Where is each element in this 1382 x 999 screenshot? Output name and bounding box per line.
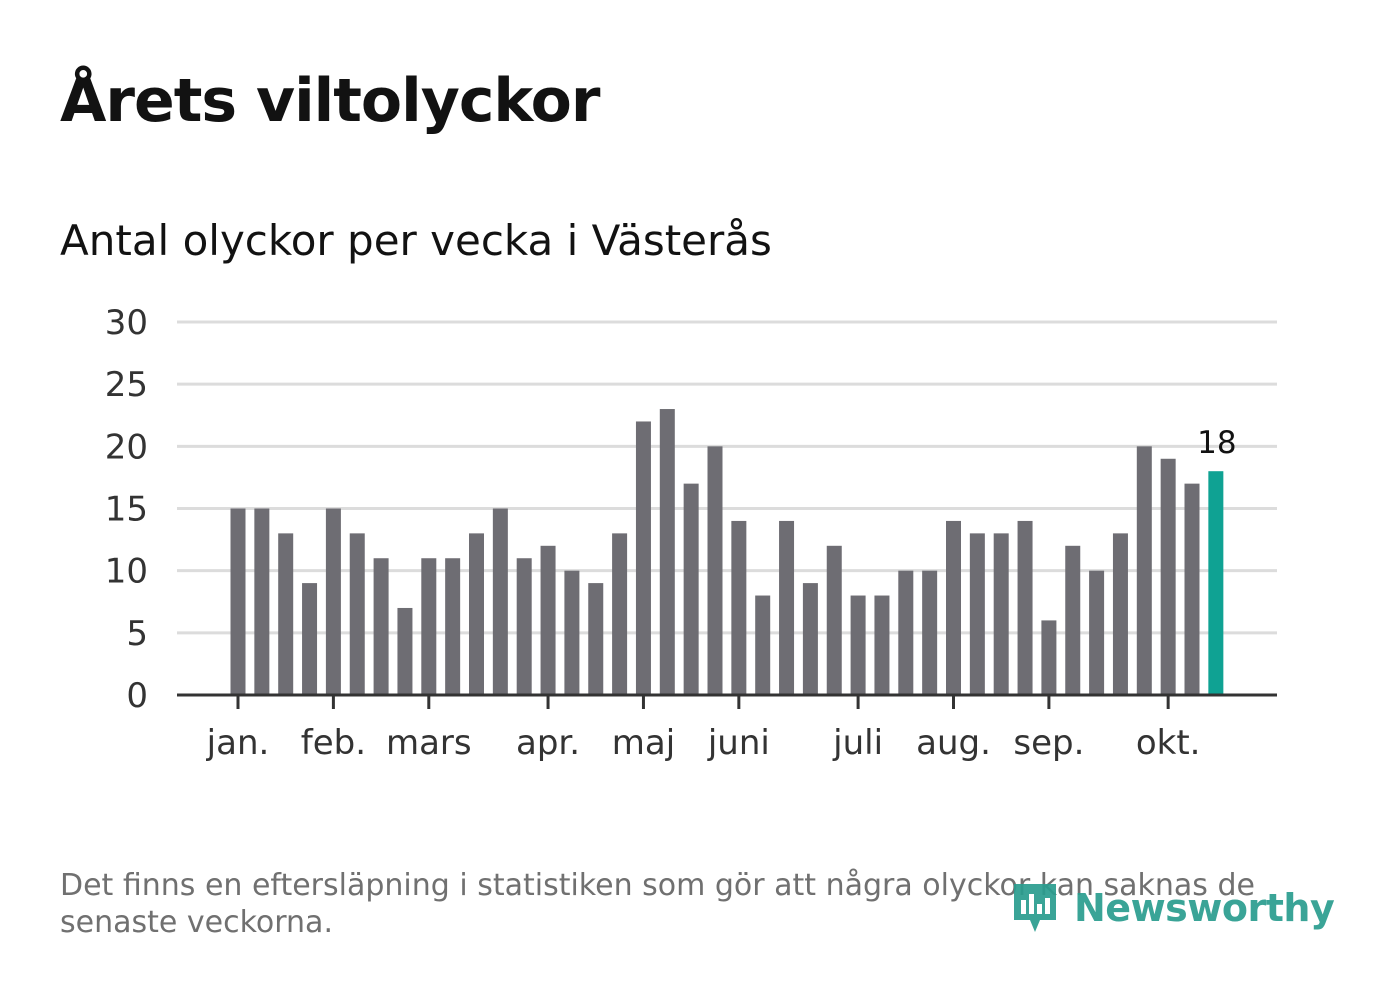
bar	[469, 533, 484, 695]
bar	[1041, 620, 1057, 695]
bar	[683, 483, 699, 695]
x-tick-label: jan.	[206, 723, 270, 763]
y-tick-label: 0	[126, 676, 148, 716]
data-label: 18	[1197, 425, 1236, 461]
bar	[779, 520, 795, 695]
bar	[1065, 545, 1081, 695]
x-tick-label: mars	[386, 723, 472, 763]
bar	[588, 583, 604, 695]
bar	[1136, 446, 1152, 695]
bar	[1160, 458, 1176, 695]
highlighted-bar	[1208, 471, 1224, 695]
x-tick-label: juli	[832, 723, 883, 763]
x-tick-label: maj	[612, 723, 675, 763]
bar-chart: 0 5 10 15 20 25 30 18 jan. feb. mars apr. maj juni jul…	[105, 303, 1277, 763]
bar	[898, 570, 914, 695]
bar	[540, 545, 556, 695]
y-tick-label: 10	[105, 552, 148, 592]
bar	[1112, 533, 1128, 695]
bar	[826, 545, 842, 695]
y-tick-label: 30	[105, 303, 148, 343]
bar	[612, 533, 628, 695]
bar	[874, 595, 890, 695]
bar	[302, 583, 318, 695]
bar	[230, 508, 246, 695]
bar	[707, 446, 723, 695]
x-tick-label: juni	[707, 723, 770, 763]
bar	[946, 520, 961, 695]
bar	[635, 421, 651, 695]
bar	[802, 583, 818, 695]
brand-name: Newsworthy	[1074, 886, 1335, 930]
bar	[516, 558, 532, 695]
x-tick-label: aug.	[916, 723, 991, 763]
y-tick-label: 25	[105, 365, 148, 405]
bar	[421, 558, 437, 695]
bar	[731, 520, 747, 695]
bar	[850, 595, 866, 695]
bar	[373, 558, 389, 695]
x-tick-label: sep.	[1013, 723, 1084, 763]
x-tick-label: feb.	[301, 723, 366, 763]
bar	[278, 533, 294, 695]
bar	[993, 533, 1009, 695]
bar	[969, 533, 985, 695]
bar	[1184, 483, 1200, 695]
x-tick-label: okt.	[1136, 723, 1201, 763]
bar	[564, 570, 580, 695]
bar-chart-speech-bubble-icon	[1014, 884, 1056, 932]
y-tick-label: 15	[105, 490, 148, 530]
newsworthy-logo: Newsworthy	[1010, 878, 1335, 938]
bar	[325, 508, 341, 695]
bar	[1089, 570, 1105, 695]
bar	[492, 508, 508, 695]
y-tick-label: 5	[126, 614, 148, 654]
bar	[755, 595, 771, 695]
chart-title: Årets viltolyckor	[60, 66, 600, 136]
bar	[922, 570, 938, 695]
bar	[1017, 520, 1033, 695]
y-tick-label: 20	[105, 427, 148, 467]
bar	[397, 607, 413, 695]
bar	[445, 558, 461, 695]
bar	[254, 508, 270, 695]
chart-subtitle: Antal olyckor per vecka i Västerås	[60, 216, 772, 265]
bar	[659, 409, 675, 695]
x-tick-label: apr.	[516, 723, 580, 763]
bar	[349, 533, 365, 695]
